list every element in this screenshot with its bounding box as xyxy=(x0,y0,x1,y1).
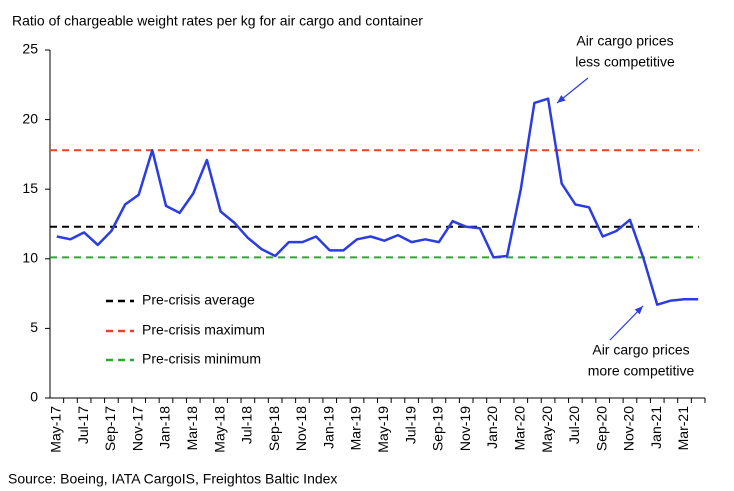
y-tick-label: 10 xyxy=(22,250,38,266)
x-tick-label: May-17 xyxy=(48,406,64,453)
x-tick-label: Sep-19 xyxy=(430,406,446,451)
x-tick-label: May-18 xyxy=(211,406,227,453)
legend-label: Pre-crisis maximum xyxy=(142,322,265,338)
x-tick-label: Jan-18 xyxy=(157,406,173,449)
x-tick-label: Mar-21 xyxy=(675,406,691,451)
data-line xyxy=(56,97,699,306)
arrow-head xyxy=(557,95,566,103)
source: Source: Boeing, IATA CargoIS, Freightos … xyxy=(8,471,337,487)
annotation: Air cargo prices xyxy=(592,342,689,358)
x-tick-label: Sep-18 xyxy=(266,406,282,451)
x-tick-label: Jul-20 xyxy=(566,406,582,444)
annotation: more competitive xyxy=(588,363,695,379)
y-tick-label: 5 xyxy=(30,319,38,335)
annotation: less competitive xyxy=(575,54,675,70)
y-tick-label: 0 xyxy=(30,389,38,405)
x-tick-label: May-20 xyxy=(539,406,555,453)
x-tick-label: Mar-18 xyxy=(184,406,200,451)
x-tick-label: May-19 xyxy=(375,406,391,453)
x-tick-label: Nov-17 xyxy=(129,406,145,451)
chart-title: Ratio of chargeable weight rates per kg … xyxy=(12,13,423,29)
x-tick-label: Jan-19 xyxy=(320,406,336,449)
x-tick-label: Jul-19 xyxy=(402,406,418,444)
legend-label: Pre-crisis average xyxy=(142,292,255,308)
legend-label: Pre-crisis minimum xyxy=(142,351,261,367)
x-tick-label: Sep-17 xyxy=(102,406,118,451)
x-tick-label: Sep-20 xyxy=(593,406,609,451)
x-tick-label: Jul-17 xyxy=(75,406,91,444)
x-tick-label: Nov-18 xyxy=(293,406,309,451)
x-tick-label: Mar-19 xyxy=(348,406,364,451)
x-tick-label: Nov-20 xyxy=(621,406,637,451)
arrow-head xyxy=(634,306,643,315)
x-tick-label: Jan-21 xyxy=(648,406,664,449)
x-tick-label: Jan-20 xyxy=(484,406,500,449)
y-tick-label: 25 xyxy=(22,41,38,57)
x-tick-label: Mar-20 xyxy=(511,406,527,451)
annotation: Air cargo prices xyxy=(576,33,673,49)
x-tick-label: Nov-19 xyxy=(457,406,473,451)
y-tick-label: 20 xyxy=(22,110,38,126)
x-tick-label: Jul-18 xyxy=(239,406,255,444)
y-tick-label: 15 xyxy=(22,180,38,196)
